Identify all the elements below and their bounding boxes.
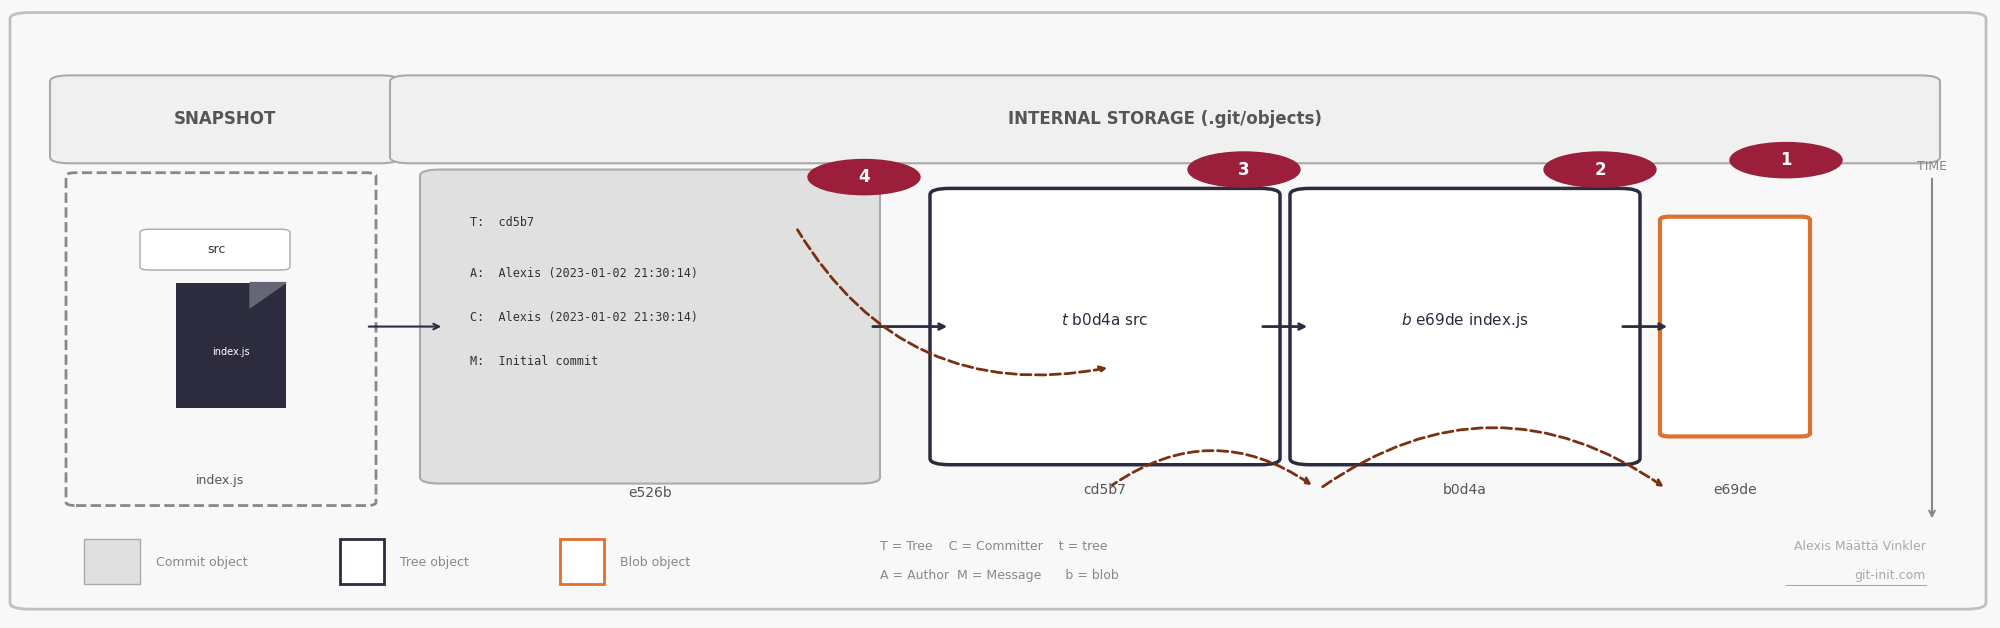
FancyBboxPatch shape	[84, 539, 140, 584]
Text: 3: 3	[1238, 161, 1250, 178]
FancyBboxPatch shape	[340, 539, 384, 584]
Circle shape	[1544, 152, 1656, 187]
FancyBboxPatch shape	[420, 170, 880, 484]
Text: Commit object: Commit object	[156, 556, 248, 568]
Text: SNAPSHOT: SNAPSHOT	[174, 111, 276, 128]
Text: Blob object: Blob object	[620, 556, 690, 568]
Text: git-init.com: git-init.com	[1854, 570, 1926, 582]
FancyBboxPatch shape	[1660, 217, 1810, 436]
Text: index.js: index.js	[196, 474, 244, 487]
Text: Alexis Määttä Vinkler: Alexis Määttä Vinkler	[1794, 540, 1926, 553]
FancyBboxPatch shape	[50, 75, 400, 163]
Circle shape	[808, 160, 920, 195]
Text: e526b: e526b	[628, 486, 672, 500]
Text: INTERNAL STORAGE (.git/objects): INTERNAL STORAGE (.git/objects)	[1008, 111, 1322, 128]
Text: src: src	[206, 243, 226, 256]
FancyBboxPatch shape	[10, 13, 1986, 609]
Text: $\it{b}$ e69de index.js: $\it{b}$ e69de index.js	[1402, 311, 1528, 330]
FancyBboxPatch shape	[176, 283, 286, 408]
Text: Tree object: Tree object	[400, 556, 468, 568]
Text: $\it{t}$ b0d4a src: $\it{t}$ b0d4a src	[1062, 312, 1148, 328]
Text: 2: 2	[1594, 161, 1606, 178]
Text: T = Tree    C = Committer    t = tree: T = Tree C = Committer t = tree	[880, 540, 1108, 553]
FancyBboxPatch shape	[140, 229, 290, 270]
Text: A:  Alexis (2023-01-02 21:30:14): A: Alexis (2023-01-02 21:30:14)	[470, 267, 698, 279]
Text: index.js: index.js	[212, 347, 250, 357]
Circle shape	[1730, 143, 1842, 178]
Text: C:  Alexis (2023-01-02 21:30:14): C: Alexis (2023-01-02 21:30:14)	[470, 311, 698, 323]
Text: e69de: e69de	[1714, 483, 1756, 497]
Text: TIME: TIME	[1916, 160, 1948, 173]
FancyBboxPatch shape	[930, 188, 1280, 465]
Text: A = Author  M = Message      b = blob: A = Author M = Message b = blob	[880, 570, 1118, 582]
FancyBboxPatch shape	[1290, 188, 1640, 465]
Text: 1: 1	[1780, 151, 1792, 169]
Text: cd5b7: cd5b7	[1084, 483, 1126, 497]
FancyBboxPatch shape	[390, 75, 1940, 163]
Circle shape	[1188, 152, 1300, 187]
Text: T:  cd5b7: T: cd5b7	[470, 217, 534, 229]
Text: M:  Initial commit: M: Initial commit	[470, 355, 598, 367]
Text: 4: 4	[858, 168, 870, 186]
Text: b0d4a: b0d4a	[1444, 483, 1486, 497]
Polygon shape	[250, 283, 286, 308]
FancyBboxPatch shape	[560, 539, 604, 584]
